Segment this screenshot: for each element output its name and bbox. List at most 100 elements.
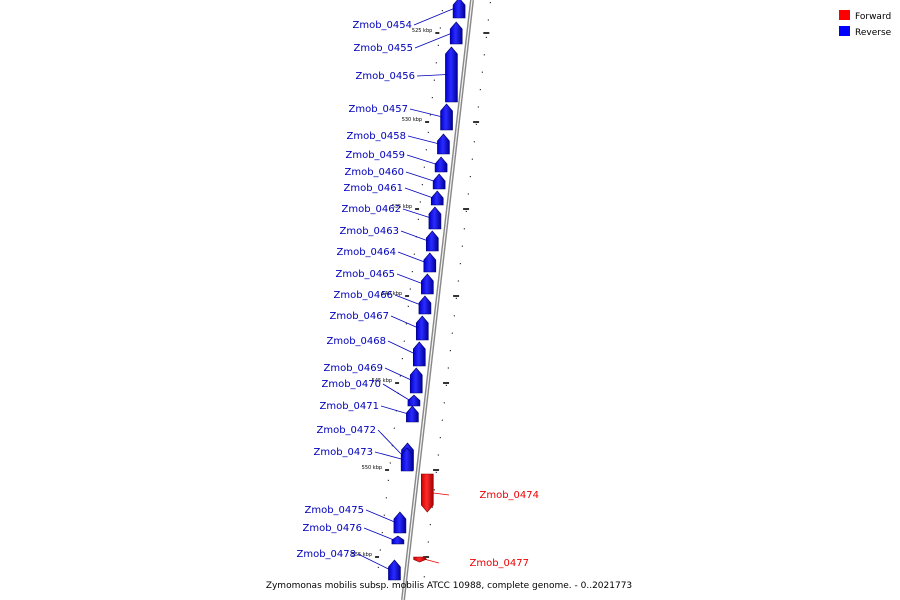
scale-tick-label: 545 kbp [372, 378, 392, 384]
minor-tick [377, 566, 379, 568]
minor-tick [411, 271, 413, 273]
gene-label-zmob_0472: Zmob_0472 [316, 425, 376, 436]
minor-tick [479, 89, 481, 91]
gene-label-zmob_0471: Zmob_0471 [319, 401, 379, 412]
minor-tick [481, 71, 483, 73]
gene-leader-line [409, 108, 443, 118]
gene-label-zmob_0460: Zmob_0460 [344, 167, 404, 178]
minor-tick [487, 19, 489, 21]
minor-tick [471, 158, 473, 160]
minor-tick [393, 427, 395, 429]
gene-feature-zmob_0462 [428, 206, 442, 230]
gene-feature-zmob_0470 [407, 394, 421, 407]
minor-tick [455, 297, 457, 299]
minor-tick [431, 506, 433, 508]
gene-feature-zmob_0476 [391, 535, 405, 545]
gene-label-zmob_0457: Zmob_0457 [348, 104, 408, 115]
minor-tick [457, 280, 459, 282]
minor-tick [391, 445, 393, 447]
minor-tick [435, 62, 437, 64]
minor-tick [403, 340, 405, 342]
minor-tick [439, 437, 441, 439]
legend-label-reverse: Reverse [855, 28, 892, 38]
minor-tick [427, 131, 429, 133]
minor-tick [413, 253, 415, 255]
gene-feature-zmob_0471 [406, 405, 419, 423]
backbone [401, 0, 474, 600]
minor-tick [467, 193, 469, 195]
minor-tick [405, 323, 407, 325]
gene-feature-zmob_0458 [437, 133, 450, 155]
gene-label-zmob_0466: Zmob_0466 [333, 290, 393, 301]
gene-feature-zmob_0457 [440, 103, 453, 131]
map-caption: Zymomonas mobilis subsp. mobilis ATCC 10… [266, 581, 632, 591]
minor-tick [407, 305, 409, 307]
minor-tick [401, 358, 403, 360]
gene-feature-zmob_0455 [449, 21, 463, 45]
minor-tick [419, 201, 421, 203]
gene-leader-line [382, 383, 411, 401]
legend-swatch-reverse [839, 26, 850, 36]
scale-tick-label: 525 kbp [412, 28, 432, 34]
minor-tick [435, 471, 437, 473]
minor-tick [447, 367, 449, 369]
minor-tick [399, 375, 401, 377]
minor-tick [433, 79, 435, 81]
minor-tick [437, 454, 439, 456]
gene-label-zmob_0459: Zmob_0459 [345, 150, 405, 161]
gene-label-zmob_0465: Zmob_0465 [335, 269, 395, 280]
gene-leader-line [377, 429, 404, 457]
minor-tick [441, 10, 443, 12]
scale-tick-label: 530 kbp [402, 117, 422, 123]
gene-leader-line [413, 7, 456, 26]
minor-tick [465, 210, 467, 212]
gene-feature-zmob_0478 [388, 559, 401, 581]
gene-leader-line [384, 367, 413, 381]
gene-label-zmob_0455: Zmob_0455 [353, 43, 413, 54]
minor-tick [483, 54, 485, 56]
gene-leader-line [406, 154, 438, 165]
gene-label-zmob_0462: Zmob_0462 [341, 204, 401, 215]
gene-feature-zmob_0473 [400, 447, 414, 472]
gene-leader-line [390, 315, 419, 329]
minor-tick [389, 462, 391, 464]
minor-tick [381, 532, 383, 534]
gene-feature-zmob_0456 [445, 46, 458, 103]
minor-tick [425, 149, 427, 151]
minor-tick [423, 166, 425, 168]
gene-feature-zmob_0460 [432, 173, 446, 190]
minor-tick [409, 288, 411, 290]
gene-label-zmob_0467: Zmob_0467 [329, 311, 389, 322]
gene-label-zmob_0477: Zmob_0477 [469, 558, 529, 569]
gene-feature-zmob_0459 [434, 156, 448, 173]
scale-tick-label: 555 kbp [352, 552, 372, 558]
minor-tick [387, 479, 389, 481]
gene-label-zmob_0456: Zmob_0456 [355, 71, 415, 82]
minor-tick [441, 419, 443, 421]
gene-leader-line [407, 135, 440, 145]
minor-tick [443, 402, 445, 404]
gene-feature-zmob_0474 [421, 473, 434, 513]
gene-feature-zmob_0468 [412, 341, 426, 367]
gene-leader-line [363, 527, 395, 541]
minor-tick [429, 524, 431, 526]
gene-label-zmob_0470: Zmob_0470 [321, 379, 381, 390]
gene-feature-zmob_0469 [409, 367, 423, 394]
gene-feature-zmob_0463 [425, 230, 439, 252]
legend: Forward Reverse [839, 10, 892, 38]
minor-tick [439, 27, 441, 29]
minor-tick [431, 97, 433, 99]
minor-tick [417, 218, 419, 220]
scale-tick-label: 540 kbp [382, 291, 402, 297]
gene-leader-line [394, 294, 422, 306]
minor-tick [427, 541, 429, 543]
gene-feature-zmob_0477 [413, 556, 426, 563]
gene-label-zmob_0454: Zmob_0454 [352, 20, 412, 31]
minor-tick [437, 44, 439, 46]
minor-tick [475, 123, 477, 125]
minor-tick [461, 245, 463, 247]
gene-label-zmob_0468: Zmob_0468 [326, 336, 386, 347]
minor-tick [449, 350, 451, 352]
gene-label-zmob_0475: Zmob_0475 [304, 505, 364, 516]
